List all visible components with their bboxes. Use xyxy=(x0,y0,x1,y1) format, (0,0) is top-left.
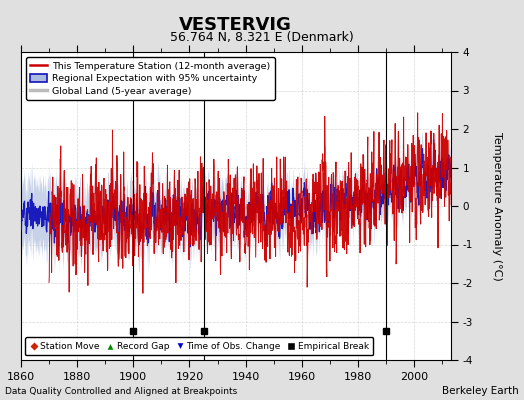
Y-axis label: Temperature Anomaly (°C): Temperature Anomaly (°C) xyxy=(492,132,503,280)
Text: Data Quality Controlled and Aligned at Breakpoints: Data Quality Controlled and Aligned at B… xyxy=(5,387,237,396)
Text: 56.764 N, 8.321 E (Denmark): 56.764 N, 8.321 E (Denmark) xyxy=(170,32,354,44)
Text: Berkeley Earth: Berkeley Earth xyxy=(442,386,519,396)
Title: VESTERVIG: VESTERVIG xyxy=(179,16,292,34)
Legend: Station Move, Record Gap, Time of Obs. Change, Empirical Break: Station Move, Record Gap, Time of Obs. C… xyxy=(26,338,374,356)
